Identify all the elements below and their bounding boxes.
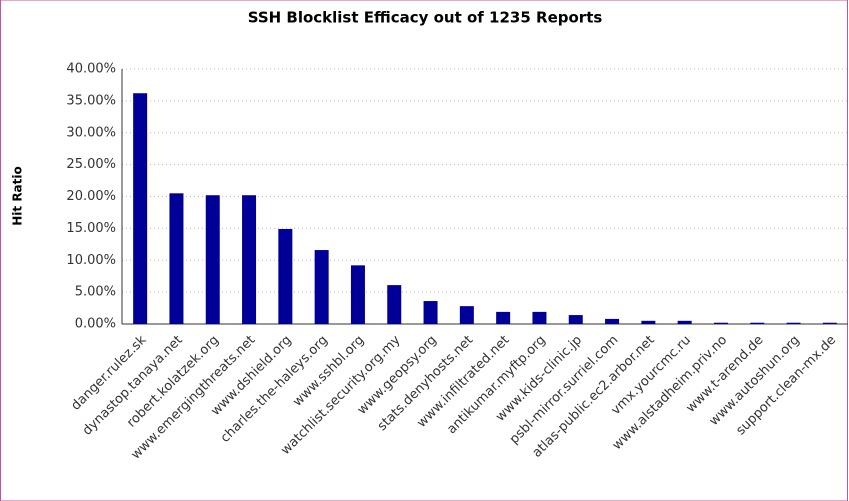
bar bbox=[205, 195, 220, 324]
bar bbox=[786, 322, 801, 324]
bar bbox=[350, 265, 365, 324]
y-tick-label: 5.00% bbox=[75, 285, 116, 300]
bar bbox=[278, 229, 293, 324]
bar bbox=[169, 193, 184, 324]
y-tick-label: 25.00% bbox=[66, 157, 116, 172]
bar bbox=[605, 318, 620, 324]
bar bbox=[242, 195, 257, 324]
y-tick-label: 10.00% bbox=[66, 253, 116, 268]
y-tick-label: 15.00% bbox=[66, 221, 116, 236]
chart-title: SSH Blocklist Efficacy out of 1235 Repor… bbox=[248, 9, 603, 27]
bar bbox=[532, 311, 547, 324]
y-tick-label: 35.00% bbox=[66, 93, 116, 108]
bar bbox=[496, 311, 511, 324]
y-tick-label: 40.00% bbox=[66, 62, 116, 77]
y-tick-label: 0.00% bbox=[75, 317, 116, 332]
bar bbox=[387, 285, 402, 324]
bar bbox=[677, 320, 692, 324]
bar bbox=[713, 322, 728, 324]
bar bbox=[423, 301, 438, 324]
y-tick-label: 20.00% bbox=[66, 189, 116, 204]
y-tick-label: 30.00% bbox=[66, 125, 116, 140]
bar bbox=[133, 93, 148, 324]
bar bbox=[459, 306, 474, 324]
bar bbox=[822, 322, 837, 324]
bar bbox=[314, 250, 329, 324]
bar bbox=[641, 320, 656, 324]
bar bbox=[568, 315, 583, 324]
bar bbox=[750, 322, 765, 324]
y-axis-label: Hit Ratio bbox=[11, 166, 25, 226]
